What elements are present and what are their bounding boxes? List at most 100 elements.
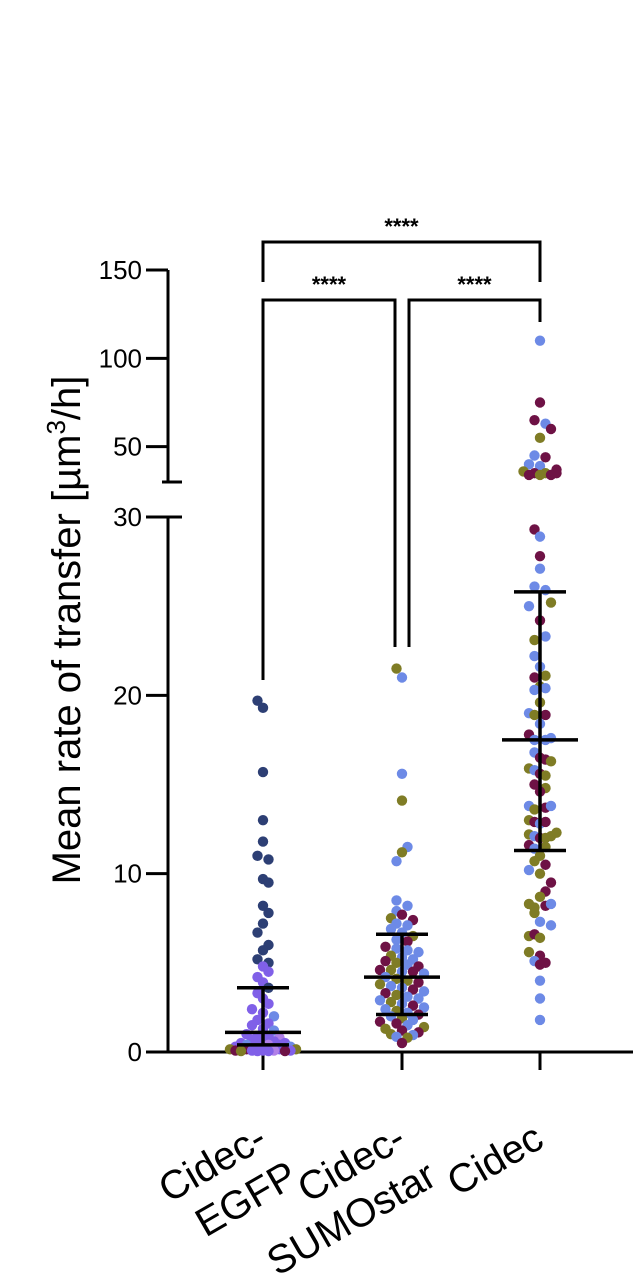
y-tick-label: 30 xyxy=(113,502,142,532)
data-point xyxy=(246,1020,258,1031)
data-point xyxy=(540,683,551,694)
data-point xyxy=(385,996,397,1008)
data-point xyxy=(263,1045,274,1057)
data-point xyxy=(380,941,391,952)
data-point xyxy=(540,631,551,642)
data-point xyxy=(391,943,402,954)
significance-bracket xyxy=(261,240,542,282)
data-point xyxy=(257,918,269,929)
data-point xyxy=(402,920,413,931)
significance-label: **** xyxy=(312,272,347,297)
x-category-label: Cidec-EGFP xyxy=(151,1115,304,1245)
y-axis-label-unit: /h] xyxy=(45,376,89,420)
significance-bracket xyxy=(407,298,542,647)
data-point xyxy=(529,524,540,535)
data-point xyxy=(523,469,535,481)
data-point xyxy=(540,709,551,721)
data-point xyxy=(523,600,535,612)
y-tick-label: 10 xyxy=(113,859,142,889)
data-point xyxy=(402,936,413,947)
y-axis-label: Mean rate of transfer [µm3/h] xyxy=(41,376,89,885)
data-point xyxy=(529,650,540,662)
data-point xyxy=(540,816,551,828)
data-point xyxy=(545,920,557,931)
data-point xyxy=(534,868,546,879)
data-point xyxy=(529,779,540,790)
data-point xyxy=(396,909,408,920)
data-point xyxy=(246,1004,258,1015)
data-point xyxy=(523,459,535,470)
data-point xyxy=(529,634,540,646)
data-point xyxy=(391,934,402,945)
data-point xyxy=(391,855,402,867)
data-point xyxy=(540,452,551,463)
significance-label: **** xyxy=(457,272,492,297)
significance-bracket xyxy=(261,298,397,680)
data-point xyxy=(374,995,386,1006)
data-point xyxy=(235,1045,247,1057)
x-category-label-line: Cidec xyxy=(440,1115,551,1204)
data-point xyxy=(407,966,419,977)
data-point xyxy=(407,984,419,995)
data-point xyxy=(391,989,402,1001)
x-category-label: Cidec xyxy=(440,1115,551,1204)
data-point xyxy=(252,954,263,965)
data-point xyxy=(534,335,546,346)
data-point xyxy=(396,847,408,858)
y-axis-label-main: Mean rate of transfer [µm xyxy=(45,435,89,885)
data-point xyxy=(545,423,557,435)
data-point xyxy=(534,460,546,472)
data-point xyxy=(534,397,546,408)
data-point xyxy=(380,1004,391,1015)
data-point xyxy=(413,993,424,1004)
significance-label: **** xyxy=(384,214,419,239)
data-point xyxy=(402,991,413,1002)
data-point xyxy=(540,770,551,781)
data-point xyxy=(545,756,557,767)
data-point xyxy=(374,1016,386,1027)
axis-labels: 010203050100150Cidec-EGFPCidec-SUMOstarC… xyxy=(41,214,551,1274)
data-points xyxy=(224,335,562,1057)
data-point xyxy=(391,895,402,906)
y-tick-label: 20 xyxy=(113,680,142,710)
y-tick-label: 0 xyxy=(128,1037,142,1067)
data-point xyxy=(252,850,263,862)
data-point xyxy=(396,768,408,779)
data-point xyxy=(252,695,263,706)
data-point xyxy=(402,945,413,956)
data-point xyxy=(534,932,546,944)
y-tick-label: 150 xyxy=(99,255,142,285)
data-point xyxy=(534,993,546,1004)
data-point xyxy=(374,979,386,990)
data-point xyxy=(545,469,557,481)
data-point xyxy=(257,814,269,826)
data-point xyxy=(529,581,540,592)
data-point xyxy=(534,1014,546,1026)
data-point xyxy=(529,855,540,867)
data-point xyxy=(534,563,546,574)
data-point xyxy=(396,1037,408,1049)
data-point xyxy=(380,955,391,967)
y-axis-label-superscript: 3 xyxy=(41,420,71,434)
data-point xyxy=(529,684,540,696)
data-point xyxy=(534,432,546,444)
data-point xyxy=(418,1002,430,1013)
data-point xyxy=(545,877,557,888)
data-point xyxy=(534,975,546,986)
data-point xyxy=(545,597,557,608)
data-point xyxy=(263,998,274,1010)
data-point xyxy=(257,766,269,778)
data-point xyxy=(385,964,397,976)
data-point xyxy=(407,1000,419,1011)
data-point xyxy=(551,827,562,838)
significance-brackets xyxy=(261,240,542,680)
data-point xyxy=(263,877,274,888)
data-point xyxy=(529,672,540,683)
data-point xyxy=(385,980,397,992)
data-point xyxy=(529,450,540,461)
y-tick-label: 50 xyxy=(113,432,142,462)
data-point xyxy=(391,663,402,674)
data-point xyxy=(391,1018,402,1029)
data-point xyxy=(418,986,430,997)
data-point xyxy=(534,531,546,542)
